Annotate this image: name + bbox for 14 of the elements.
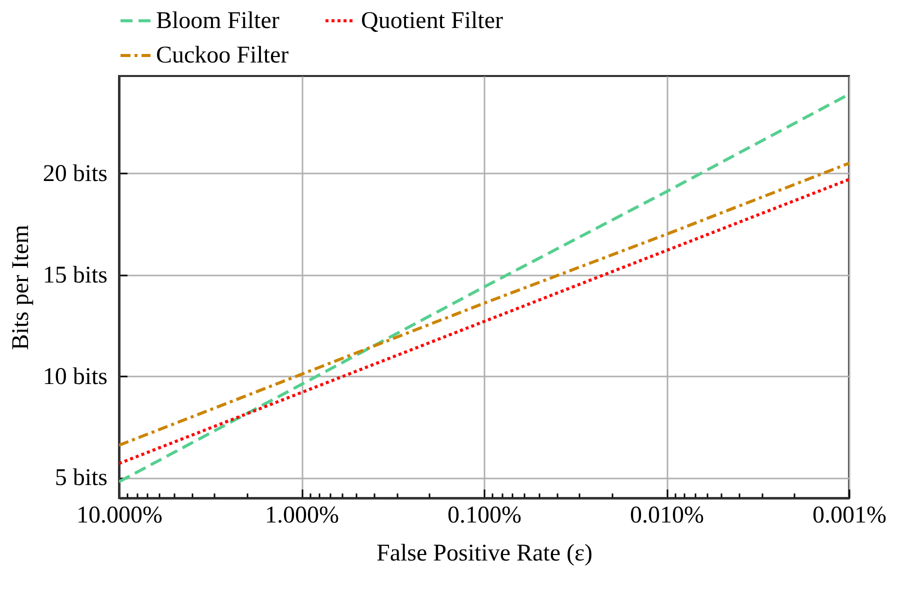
y-tick-label: 10 bits bbox=[42, 364, 108, 390]
x-tick-label: 0.100% bbox=[448, 502, 522, 528]
y-tick-label: 5 bits bbox=[54, 465, 108, 492]
legend-label: Cuckoo Filter bbox=[156, 42, 289, 68]
x-tick-label: 0.001% bbox=[812, 502, 886, 528]
x-tick-label: 1.000% bbox=[265, 502, 339, 528]
y-tick-label: 15 bits bbox=[42, 262, 108, 288]
y-tick-label: 20 bits bbox=[42, 160, 108, 187]
y-axis-title: Bits per Item bbox=[8, 224, 34, 350]
x-axis-title: False Positive Rate (ε) bbox=[376, 540, 593, 566]
legend-label: Quotient Filter bbox=[361, 8, 503, 34]
legend-label: Bloom Filter bbox=[156, 8, 280, 34]
x-tick-label: 0.010% bbox=[630, 502, 704, 528]
x-tick-label: 10.000% bbox=[76, 502, 162, 528]
